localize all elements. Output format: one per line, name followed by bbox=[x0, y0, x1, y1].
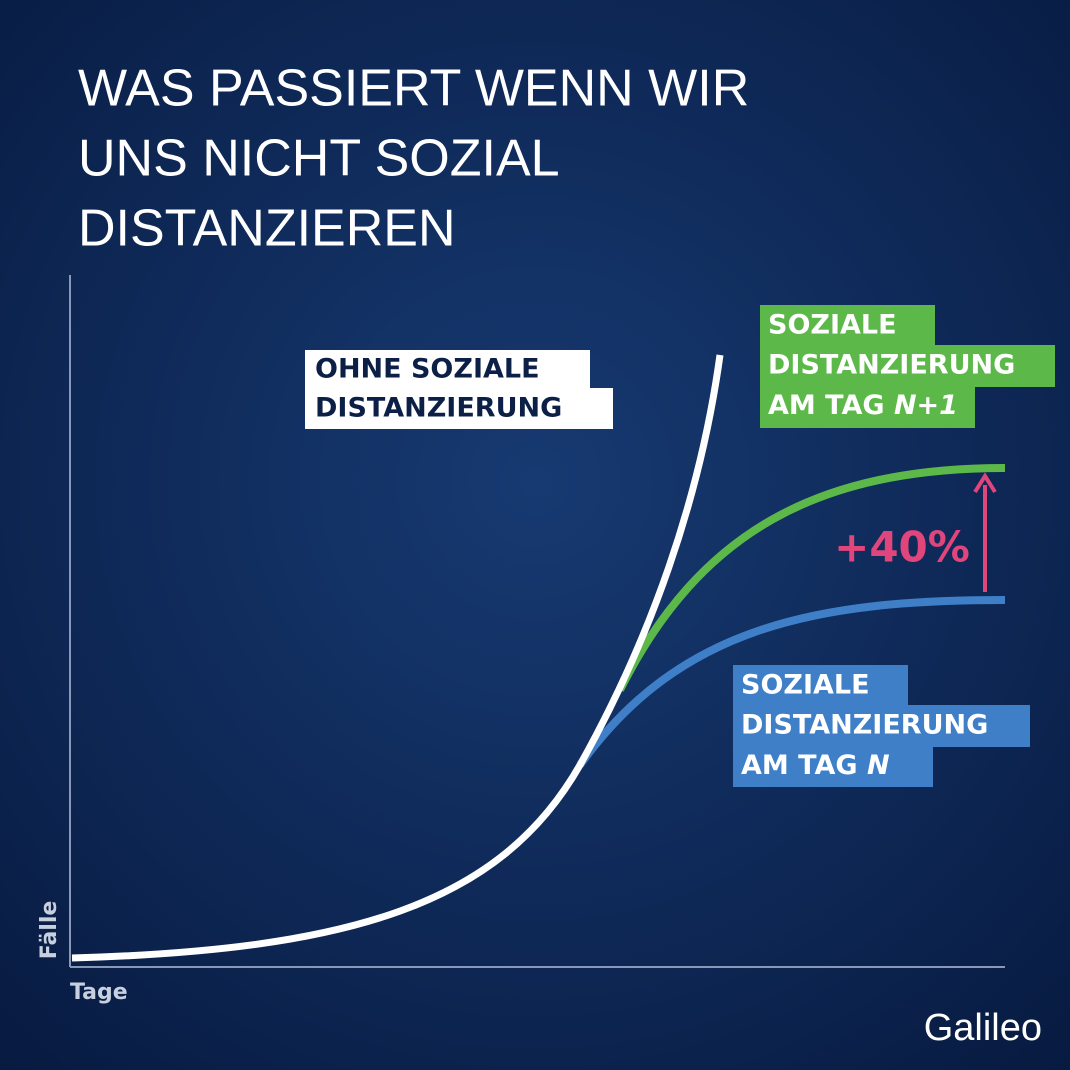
label-box bbox=[305, 350, 590, 390]
label-day: N+1 bbox=[894, 390, 958, 421]
label-box bbox=[305, 388, 613, 429]
y-axis-label: Fälle bbox=[37, 901, 62, 960]
arrow-head bbox=[973, 472, 997, 494]
label-day-n1: SOZIALE bbox=[768, 310, 897, 341]
label-box bbox=[760, 345, 1055, 387]
title-line: DISTANZIEREN bbox=[78, 200, 456, 258]
label-day: N bbox=[867, 750, 890, 781]
curve-day-n bbox=[576, 596, 1006, 768]
label-day-n: DISTANZIERUNG bbox=[741, 710, 988, 741]
label-day-n1: DISTANZIERUNG bbox=[768, 350, 1015, 381]
label-box bbox=[760, 305, 935, 347]
logo: Galileo bbox=[924, 1007, 1042, 1049]
label-box bbox=[733, 705, 1030, 747]
curve-day-n1 bbox=[616, 464, 1006, 692]
title-line: WAS PASSIERT WENN WIR bbox=[78, 60, 749, 118]
label-text: AM TAG bbox=[741, 750, 858, 781]
x-axis-label: Tage bbox=[70, 980, 128, 1005]
label-box bbox=[733, 745, 933, 787]
label-box bbox=[733, 665, 908, 707]
label-box bbox=[760, 385, 975, 428]
label-day-n: AM TAG N bbox=[741, 750, 890, 781]
label-without: DISTANZIERUNG bbox=[315, 393, 562, 424]
label-without: OHNE SOZIALE bbox=[315, 354, 540, 385]
title-line: UNS NICHT SOZIAL bbox=[78, 130, 560, 188]
label-day-n1: AM TAG N+1 bbox=[768, 390, 958, 421]
label-day-n: SOZIALE bbox=[741, 670, 870, 701]
label-text: AM TAG bbox=[768, 390, 885, 421]
curve-without bbox=[71, 354, 724, 962]
difference-label: +40% bbox=[834, 523, 970, 572]
